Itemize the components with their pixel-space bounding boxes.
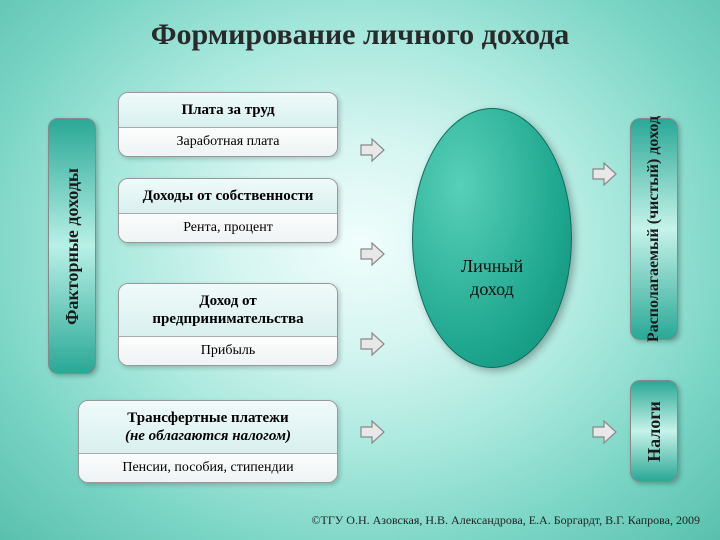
taxes-column: Налоги bbox=[630, 380, 678, 482]
entrepreneur-income-sub: Прибыль bbox=[119, 337, 337, 365]
entrepreneur-income-block: Доход от предпринимательства Прибыль bbox=[118, 283, 338, 366]
labor-payment-block: Плата за труд Заработная плата bbox=[118, 92, 338, 157]
disposable-income-label: Располагаемый (чистый) доход bbox=[645, 116, 663, 342]
flow-arrow-icon bbox=[358, 136, 386, 164]
property-income-block: Доходы от собственности Рента, процент bbox=[118, 178, 338, 243]
flow-arrow-icon bbox=[590, 418, 618, 446]
property-income-sub: Рента, процент bbox=[119, 214, 337, 242]
property-income-header: Доходы от собственности bbox=[119, 179, 337, 214]
flow-arrow-icon bbox=[358, 240, 386, 268]
transfer-payments-sub: Пенсии, пособия, стипендии bbox=[79, 454, 337, 482]
transfer-payments-block: Трансфертные платежи (не облагаются нало… bbox=[78, 400, 338, 483]
personal-income-oval: Личныйдоход bbox=[412, 108, 572, 368]
labor-payment-header: Плата за труд bbox=[119, 93, 337, 128]
labor-payment-sub: Заработная плата bbox=[119, 128, 337, 156]
page-title: Формирование личного дохода bbox=[0, 18, 720, 52]
attribution-text: ©ТГУ О.Н. Азовская, Н.В. Александрова, Е… bbox=[311, 513, 700, 528]
entrepreneur-income-header: Доход от предпринимательства bbox=[119, 284, 337, 337]
flow-arrow-icon bbox=[358, 418, 386, 446]
flow-arrow-icon bbox=[590, 160, 618, 188]
factor-income-label: Факторные доходы bbox=[62, 168, 83, 325]
transfer-payments-header: Трансфертные платежи (не облагаются нало… bbox=[79, 401, 337, 454]
flow-arrow-icon bbox=[358, 330, 386, 358]
disposable-income-column: Располагаемый (чистый) доход bbox=[630, 118, 678, 340]
personal-income-text: Личныйдоход bbox=[461, 255, 523, 302]
factor-income-column: Факторные доходы bbox=[48, 118, 96, 374]
taxes-label: Налоги bbox=[644, 401, 665, 462]
